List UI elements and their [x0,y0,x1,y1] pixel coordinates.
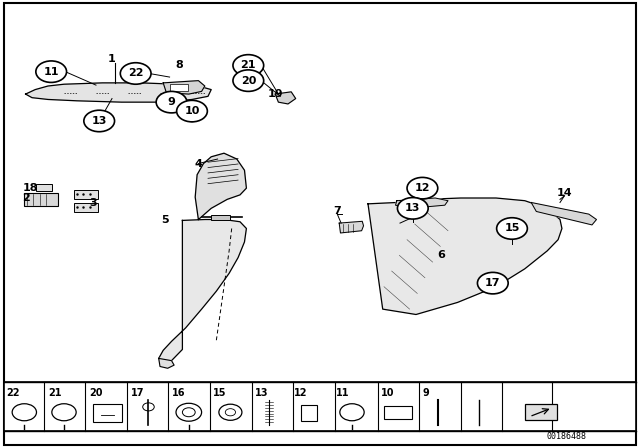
Text: 20: 20 [90,388,103,397]
Text: 13: 13 [92,116,107,126]
Bar [525,404,557,420]
Text: 10: 10 [381,388,394,397]
Text: 15: 15 [504,224,520,233]
Text: 3: 3 [89,198,97,208]
Polygon shape [368,198,562,314]
Circle shape [497,218,527,239]
Polygon shape [159,220,246,364]
Circle shape [156,91,187,113]
Text: 10: 10 [184,106,200,116]
Text: 14: 14 [557,188,572,198]
Text: 6: 6 [438,250,445,260]
Polygon shape [339,221,364,233]
Circle shape [120,63,151,84]
Circle shape [233,70,264,91]
Text: 12: 12 [294,388,308,397]
Text: 8: 8 [175,60,183,70]
Bar [211,215,230,220]
Polygon shape [275,92,296,104]
Circle shape [36,61,67,82]
Text: 00186488: 00186488 [547,432,586,441]
Text: 21: 21 [241,60,256,70]
Circle shape [233,55,264,76]
Text: 7: 7 [333,207,341,216]
Circle shape [477,272,508,294]
Polygon shape [531,202,596,225]
Text: 17: 17 [131,388,145,397]
Circle shape [177,100,207,122]
Bar [4,382,636,431]
Polygon shape [195,153,246,220]
Text: 16: 16 [172,388,185,397]
Text: 1: 1 [108,54,116,64]
Polygon shape [26,83,211,102]
Bar [301,405,317,421]
Text: 11: 11 [44,67,59,77]
Text: 11: 11 [336,388,349,397]
Polygon shape [396,198,448,208]
Text: 17: 17 [485,278,500,288]
Text: 9: 9 [422,388,429,397]
Text: 2: 2 [22,193,29,203]
Text: 4: 4 [195,159,202,168]
Polygon shape [159,358,174,368]
Bar [384,406,412,418]
Text: 20: 20 [241,76,256,86]
Text: 22: 22 [6,388,20,397]
Text: 5: 5 [161,215,169,224]
Text: 13: 13 [255,388,268,397]
Bar [170,84,188,91]
Text: 13: 13 [405,203,420,213]
Text: 15: 15 [213,388,227,397]
Bar [93,404,122,422]
Bar [24,193,58,206]
Circle shape [397,198,428,219]
Text: 22: 22 [128,69,143,78]
Text: 9: 9 [168,97,175,107]
Text: 19: 19 [268,89,283,99]
Text: 12: 12 [415,183,430,193]
Circle shape [407,177,438,199]
Bar [74,203,98,212]
Text: 18: 18 [22,183,38,193]
Bar [36,184,52,191]
Polygon shape [163,81,205,94]
Text: 21: 21 [48,388,61,397]
Circle shape [84,110,115,132]
Bar [74,190,98,199]
